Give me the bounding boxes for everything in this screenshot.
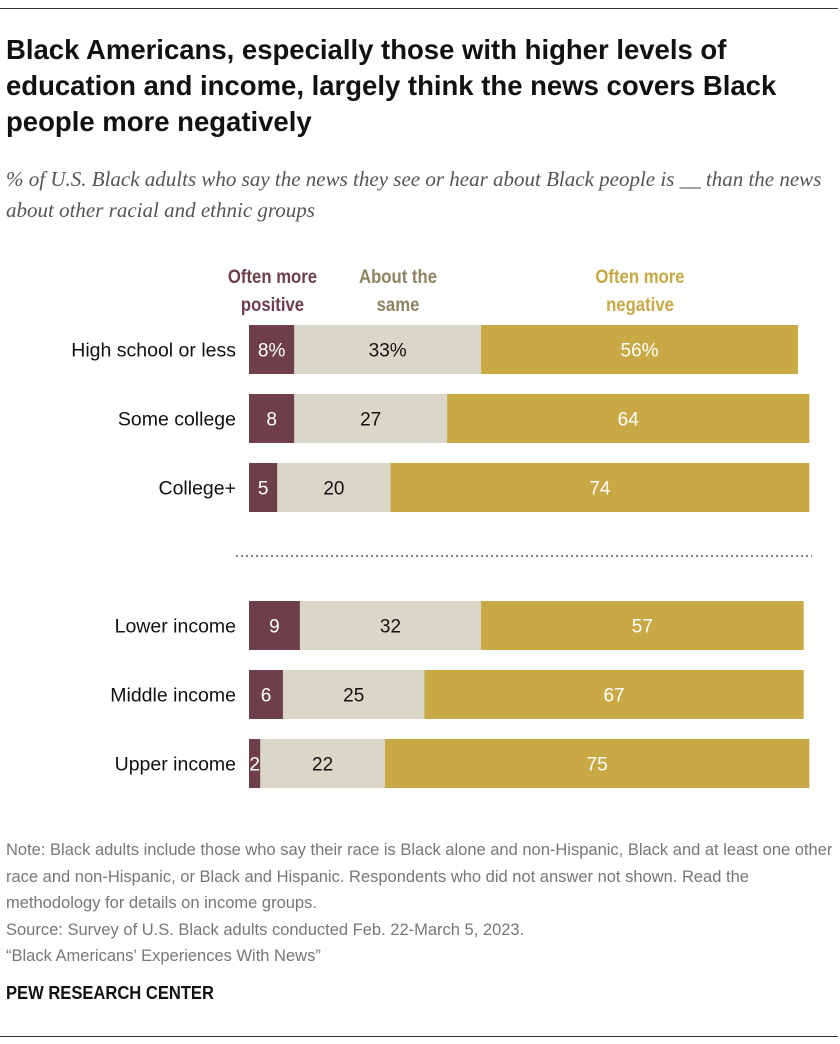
bar-segment <box>447 394 810 443</box>
bar-segment <box>249 670 283 719</box>
bar-segment <box>424 670 804 719</box>
brand-logo-text: PEW RESEARCH CENTER <box>6 983 214 1003</box>
source-text: Source: Survey of U.S. Black adults cond… <box>6 920 525 939</box>
bar-segment <box>294 394 448 443</box>
data-label: 56% <box>621 341 659 362</box>
bar-segment <box>260 739 385 788</box>
category-label: Upper income <box>115 754 236 776</box>
bar-segment <box>299 601 482 650</box>
bar-segment <box>384 739 810 788</box>
report-title: “Black Americans’ Experiences With News” <box>6 947 321 965</box>
category-label: Middle income <box>110 685 236 707</box>
stacked-bar-chart: High school or less 8% 33% 56% Some college 8… <box>71 325 812 788</box>
data-label: 2 <box>249 755 260 776</box>
note-text: Note: Black adults include those who say… <box>6 841 833 912</box>
data-label: 64 <box>618 410 640 431</box>
data-label: 22 <box>312 755 333 776</box>
data-label: 8% <box>258 341 286 362</box>
data-label: 32 <box>380 617 401 638</box>
data-label: 74 <box>589 479 611 500</box>
legend-same: About the same <box>358 267 438 316</box>
data-label: 5 <box>258 479 269 500</box>
data-label: 57 <box>632 617 653 638</box>
data-label: 9 <box>269 617 280 638</box>
bar-segment <box>249 601 300 650</box>
bar-segment <box>481 325 799 374</box>
category-label: College+ <box>158 478 236 500</box>
bar-segment <box>481 601 804 650</box>
category-label: Lower income <box>115 616 236 638</box>
bar-segment <box>282 670 425 719</box>
notes: Note: Black adults include those who say… <box>6 837 836 970</box>
bottom-rule <box>0 1036 838 1037</box>
legend-positive: Often more positive <box>227 267 318 316</box>
data-label: 25 <box>343 686 364 707</box>
bar-segment <box>294 325 482 374</box>
data-label: 20 <box>323 479 344 500</box>
data-label: 27 <box>360 410 381 431</box>
data-label: 67 <box>603 686 624 707</box>
top-rule <box>0 8 838 9</box>
bar-segment <box>249 739 261 788</box>
legend-negative: Often more negative <box>595 267 685 316</box>
bar-segment <box>249 325 295 374</box>
chart-subtitle: % of U.S. Black adults who say the news … <box>6 167 822 222</box>
bar-segment <box>277 463 391 512</box>
data-label: 8 <box>266 410 277 431</box>
bar-segment <box>249 394 295 443</box>
bar-segment <box>390 463 810 512</box>
data-label: 6 <box>261 686 272 707</box>
data-label: 33% <box>369 341 407 362</box>
category-label: Some college <box>118 409 236 431</box>
bar-segment <box>249 463 278 512</box>
data-label: 75 <box>587 755 608 776</box>
chart-title: Black Americans, especially those with h… <box>6 34 777 137</box>
category-label: High school or less <box>71 340 236 362</box>
